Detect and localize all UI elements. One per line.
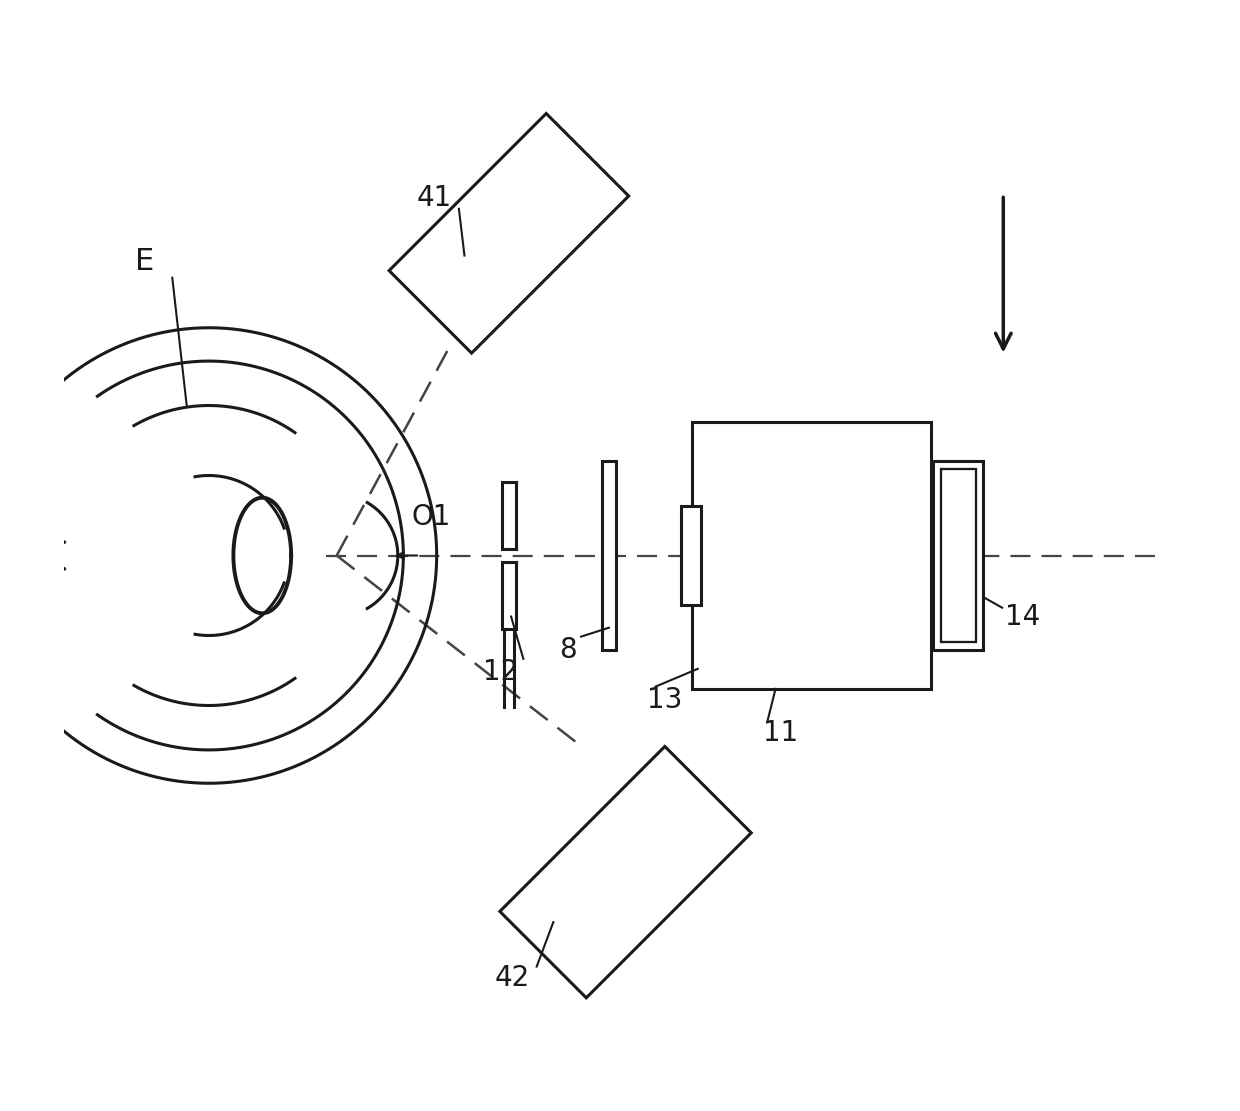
Text: E: E	[135, 247, 154, 276]
Bar	[692, 422, 931, 689]
Text: 14: 14	[1004, 602, 1040, 631]
Bar	[681, 506, 701, 605]
Text: 8: 8	[559, 635, 577, 664]
Polygon shape	[389, 113, 629, 353]
Bar	[934, 461, 983, 650]
Bar	[502, 482, 516, 549]
Polygon shape	[500, 747, 751, 998]
Bar	[601, 461, 616, 650]
Text: 42: 42	[495, 963, 529, 992]
Text: 13: 13	[647, 685, 682, 714]
Text: 12: 12	[484, 658, 518, 687]
Text: 41: 41	[417, 183, 453, 212]
Text: 11: 11	[764, 719, 799, 748]
Text: O1: O1	[412, 502, 451, 531]
Bar	[941, 469, 976, 642]
Bar	[502, 562, 516, 629]
